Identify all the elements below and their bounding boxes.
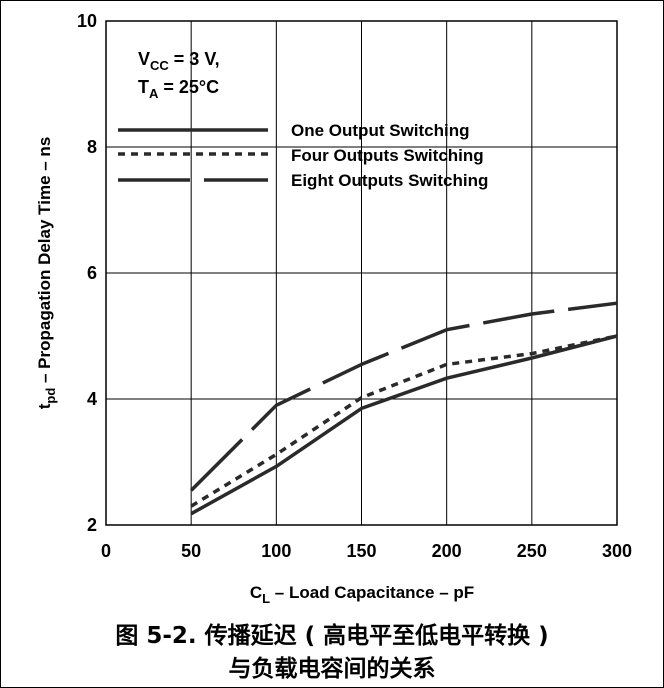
series-lines [189,301,618,516]
x-tick-label-250: 250 [517,541,547,561]
grid-lines [106,21,617,525]
propagation-delay-chart: 0 50 100 150 200 250 300 2 4 6 8 10 VCC = 3 V, TA … [35,11,632,606]
legend-label-eight-outputs: Eight Outputs Switching [291,171,488,190]
y-tick-labels: 2 4 6 8 10 [77,11,97,535]
y-tick-label-6: 6 [87,263,97,283]
x-tick-label-150: 150 [346,541,376,561]
figure-caption-line1: 图 5-2. 传播延迟 ( 高电平至低电平转换 ) [115,623,549,649]
y-tick-label-2: 2 [87,515,97,535]
legend: One Output Switching Four Outputs Switch… [118,121,488,190]
y-axis-label: tpd – Propagation Delay Time – ns [35,137,58,410]
series-line-3 [189,301,618,492]
y-tick-label-4: 4 [87,389,97,409]
y-tick-label-8: 8 [87,137,97,157]
condition-ta: TA = 25°C [138,77,219,101]
x-tick-label-0: 0 [101,541,111,561]
series-line-2 [190,334,618,508]
x-tick-label-200: 200 [432,541,462,561]
plot-area-border [105,20,618,526]
legend-label-one-output: One Output Switching [291,121,469,140]
x-tick-labels: 0 50 100 150 200 250 300 [101,541,632,561]
x-tick-label-100: 100 [261,541,291,561]
legend-label-four-outputs: Four Outputs Switching [291,146,484,165]
x-tick-label-300: 300 [602,541,632,561]
x-tick-label-50: 50 [181,541,201,561]
figure-caption-line2: 与负载电容间的关系 [228,656,436,682]
x-axis-label: CL – Load Capacitance – pF [250,583,474,606]
condition-vcc: VCC = 3 V, [138,49,220,73]
y-tick-label-10: 10 [77,11,97,31]
series-line-1 [190,334,618,516]
